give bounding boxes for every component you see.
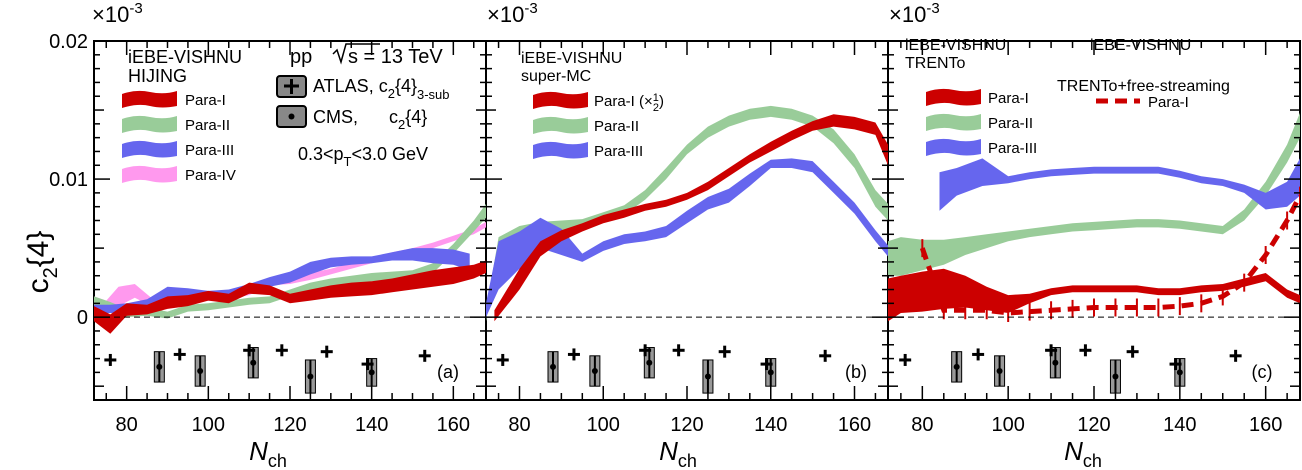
panel-a-tag: (a) [437,362,459,382]
x-tick-label: 160 [1249,414,1282,436]
panel-a-model: iEBE-VISHNU [128,47,242,67]
cms-point [767,369,774,376]
legend-label-c: Para-II [988,115,1033,132]
panel-annotations: iEBE-VISHNU HIJING pp s = 13 TeV 0.3<pT<… [128,37,1273,382]
x-tick-label: 120 [670,414,703,436]
cms-legend-quantity: c2{4} [389,107,427,132]
band-paraiii [486,158,888,318]
legend-swatch-a [122,115,177,133]
legend-frac-num: 1 [653,92,659,104]
legend-frac-den: 2 [653,102,659,114]
legend-label-b: Para-I (×1 2) [594,92,664,114]
panel-a-subtitle: HIJING [128,66,187,86]
legend-label-a: Para-II [185,117,230,134]
legend-label-c: Para-I [988,90,1029,107]
cms-point [1052,359,1059,366]
band-parai [94,260,486,334]
x-tick-label: 120 [1077,414,1110,436]
legend-swatch-a [122,140,177,158]
x-tick-label: 160 [437,414,470,436]
panel-3-bands [888,112,1300,323]
x-tick-label: 80 [508,414,530,436]
legend-label-b: Para-II [594,118,639,135]
model-bands [94,105,1300,334]
y-multiplier: ×10-3 [92,0,143,27]
panel-a-energy: s = 13 TeV [348,46,443,68]
legend-swatch-a [122,90,177,108]
panel-c-subtitle2: TRENTo+free-streaming [1057,78,1230,95]
legend-label-a: Para-III [185,142,234,159]
legends: Para-I Para-II Para-III Para-IV Para-I (×1 2)… [122,75,1189,184]
panel-a-pt-range: 0.3<pT<3.0 GeV [298,144,428,169]
cms-point [704,373,711,380]
panel-b-model: iEBE-VISHNU [521,50,622,67]
legend-swatch-b [533,91,588,109]
legend-swatch-b [533,141,588,159]
atlas-legend-label: ATLAS, c2{4}3-sub [313,76,450,102]
panel-b-tag: (b) [845,362,867,382]
legend-label-c: Para-III [988,140,1037,157]
cms-point [197,368,204,375]
panel-1-bands [94,203,486,334]
panel-c-subtitle: TRENTo [905,55,966,72]
x-tick-label: 100 [192,414,225,436]
legend-frac-end: ) [659,93,664,110]
legend-label-a: Para-IV [185,167,236,184]
panel-a-system: pp [290,46,312,68]
legend-label-c2: Para-I [1148,94,1189,111]
y-tick-label: 0.02 [49,31,88,53]
cms-point [1176,369,1183,376]
panel-b-subtitle: super-MC [521,68,591,85]
y-tick-label: 0.01 [49,169,88,191]
cms-point [307,373,314,380]
cms-point [1112,373,1119,380]
legend-label-a: Para-I [185,92,226,109]
axis-labels: ×10-3 ×10-3 ×10-3 c2{4} Nch Nch Nch [22,0,1102,470]
x-tick-label: 100 [587,414,620,436]
legend-swatch-c [926,88,981,106]
experimental-data [104,344,1242,394]
legend-swatch-c [926,113,981,131]
cms-point [156,363,163,370]
legend-label-b: Para-III [594,143,643,160]
x-tick-label: 140 [754,414,787,436]
cms-point [996,368,1003,375]
cms-legend-dot [288,113,295,120]
x-tick-label: 140 [355,414,388,436]
cms-point [646,359,653,366]
panel-2-bands [486,105,888,322]
y-axis-label: c2{4} [22,231,62,294]
panel-c-tag: (c) [1252,362,1273,382]
y-multiplier-c: ×10-3 [889,0,940,27]
y-tick-label: 0 [77,307,88,329]
cms-point [368,369,375,376]
cms-point [953,363,960,370]
band-paraii [888,112,1300,276]
x-tick-label: 80 [116,414,138,436]
x-tick-label: 100 [991,414,1024,436]
legend-swatch-a [122,165,177,183]
cms-legend-label: CMS, [313,107,358,127]
panel-c-model: iEBE-VISHNU [905,37,1006,54]
legend-swatch-b [533,116,588,134]
band-paraii [486,105,888,322]
cms-point [550,363,556,370]
cms-point [591,368,598,375]
band-parai [888,268,1300,322]
legend-swatch-c [926,138,981,156]
x-tick-label: 140 [1163,414,1196,436]
cms-point [250,359,257,366]
band-paraiii [939,158,1300,211]
x-tick-label: 160 [838,414,871,436]
x-tick-label: 80 [911,414,933,436]
panel-c-model2: iEBE-VISHNU [1090,37,1191,54]
x-axis-label-c: Nch [1064,436,1102,470]
x-axis-label-a: Nch [249,436,287,470]
x-axis-label-b: Nch [659,436,697,470]
y-multiplier-b: ×10-3 [487,0,538,27]
axes: 80 100 120 140 160 80 100 120 140 160 80 100 120 140 1… [49,31,1300,436]
sqrt-symbol [332,43,380,65]
x-tick-label: 120 [273,414,306,436]
